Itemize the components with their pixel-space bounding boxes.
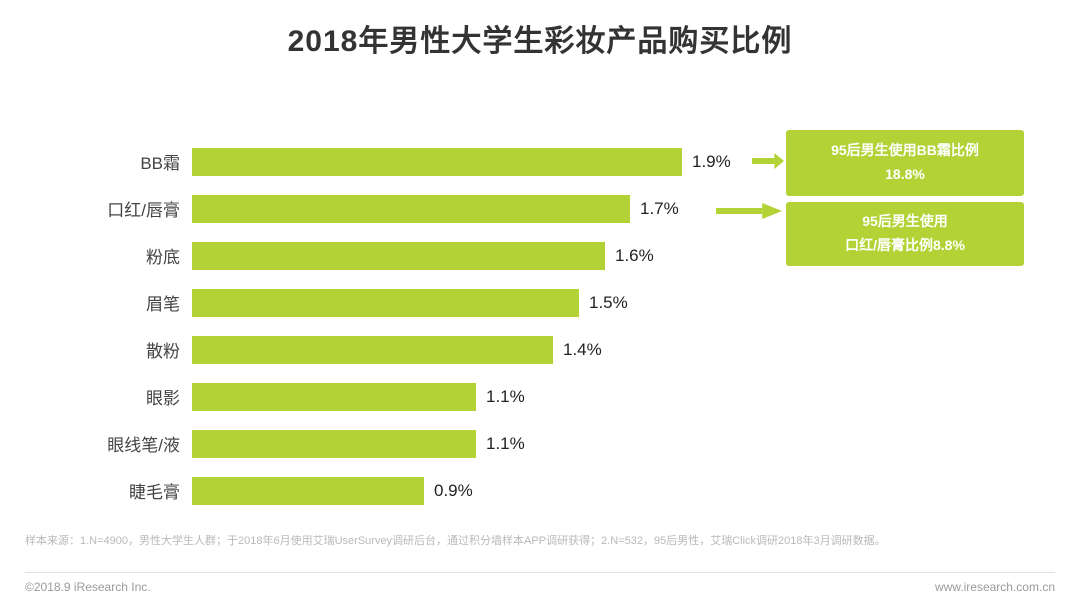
bar (192, 194, 630, 223)
value-label: 1.1% (486, 433, 525, 453)
value-label: 0.9% (434, 480, 473, 500)
value-label: 1.9% (692, 151, 731, 171)
bar (192, 147, 682, 176)
chart-row: 粉底 1.6% (62, 232, 772, 279)
value-label: 1.4% (563, 339, 602, 359)
category-label: 睫毛膏 (129, 483, 180, 502)
chart-row: BB霜 1.9% (62, 138, 772, 185)
value-label: 1.7% (640, 198, 679, 218)
annotation-text: 95后男生使用BB霜比例 (831, 142, 979, 159)
chart-row: 睫毛膏 0.9% (62, 467, 772, 514)
chart-row: 眉笔 1.5% (62, 279, 772, 326)
bar-chart: BB霜 1.9% 口红/唇膏 1.7% 粉底 1.6% 眉笔 1.5% 散粉 1.4% 眼影 1.1%… (62, 138, 772, 514)
bar (192, 241, 605, 270)
chart-title: 2018年男性大学生彩妆产品购买比例 (287, 25, 793, 58)
category-label: 散粉 (146, 342, 180, 361)
chart-row: 眼线笔/液 1.1% (62, 420, 772, 467)
website-url: www.iresearch.com.cn (934, 580, 1055, 594)
bar (192, 476, 424, 505)
value-label: 1.5% (589, 292, 628, 312)
annotation-text: 95后男生使用 (862, 213, 948, 230)
bar (192, 429, 476, 458)
footer-divider (25, 572, 1055, 573)
bar (192, 335, 553, 364)
category-label: 眉笔 (146, 295, 180, 314)
chart-row: 眼影 1.1% (62, 373, 772, 420)
category-label: 口红/唇膏 (107, 201, 180, 220)
value-label: 1.6% (615, 245, 654, 265)
category-label: 粉底 (146, 248, 180, 267)
arrow-right-icon (752, 153, 784, 169)
source-footnote: 样本来源：1.N=4900，男性大学生人群；于2018年6月使用艾瑞UserSu… (25, 535, 886, 547)
annotation-value: 口红/唇膏比例8.8% (845, 237, 965, 253)
arrow-right-icon (716, 203, 782, 219)
category-label: 眼线笔/液 (107, 436, 180, 455)
category-label: BB霜 (140, 154, 180, 173)
chart-row: 口红/唇膏 1.7% (62, 185, 772, 232)
value-label: 1.1% (486, 386, 525, 406)
chart-row: 散粉 1.4% (62, 326, 772, 373)
annotation-bb-cream: 95后男生使用BB霜比例 18.8% (786, 130, 1024, 196)
annotation-value: 18.8% (885, 166, 925, 182)
copyright-text: ©2018.9 iResearch Inc. (25, 580, 151, 594)
category-label: 眼影 (146, 389, 180, 408)
bar (192, 382, 476, 411)
bar (192, 288, 579, 317)
annotation-lipstick: 95后男生使用 口红/唇膏比例8.8% (786, 202, 1024, 266)
